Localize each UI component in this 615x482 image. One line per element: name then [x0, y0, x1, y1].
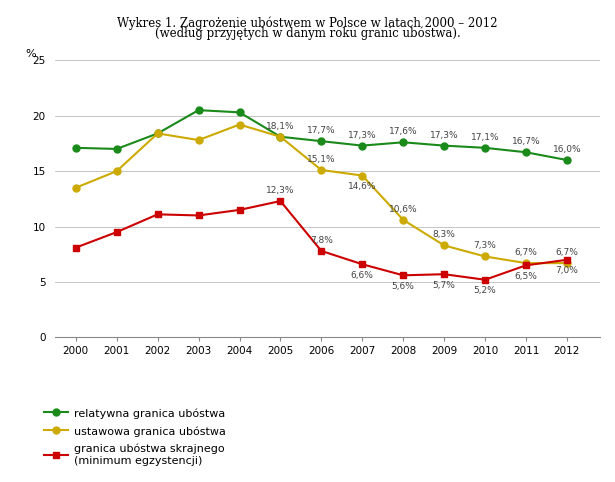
Text: 15,1%: 15,1%: [307, 155, 336, 164]
Text: 17,1%: 17,1%: [470, 133, 499, 142]
Text: 17,3%: 17,3%: [430, 131, 458, 139]
Legend: relatywna granica ubóstwa, ustawowa granica ubóstwa, granica ubóstwa skrajnego
(: relatywna granica ubóstwa, ustawowa gran…: [39, 403, 230, 470]
Text: 17,6%: 17,6%: [389, 127, 418, 136]
Text: 17,7%: 17,7%: [307, 126, 336, 135]
Text: 12,3%: 12,3%: [266, 186, 295, 195]
Text: 16,0%: 16,0%: [552, 145, 581, 154]
Text: Wykres 1. Zagrożenie ubóstwem w Polsce w latach 2000 – 2012: Wykres 1. Zagrożenie ubóstwem w Polsce w…: [117, 17, 498, 30]
Text: 18,1%: 18,1%: [266, 121, 295, 131]
Text: 14,6%: 14,6%: [348, 182, 376, 191]
Text: 7,0%: 7,0%: [555, 267, 578, 275]
Text: 6,7%: 6,7%: [515, 248, 538, 257]
Text: 17,3%: 17,3%: [348, 131, 376, 139]
Text: 7,3%: 7,3%: [474, 241, 496, 250]
Text: 5,6%: 5,6%: [392, 282, 415, 291]
Text: %: %: [25, 49, 36, 59]
Text: 5,2%: 5,2%: [474, 286, 496, 295]
Text: 6,5%: 6,5%: [515, 272, 538, 281]
Text: 6,6%: 6,6%: [351, 271, 374, 280]
Text: 5,7%: 5,7%: [433, 281, 456, 290]
Text: (według przyjętych w danym roku granic ubóstwa).: (według przyjętych w danym roku granic u…: [154, 27, 461, 40]
Text: 8,3%: 8,3%: [433, 230, 456, 239]
Text: 7,8%: 7,8%: [310, 236, 333, 245]
Text: 6,7%: 6,7%: [555, 248, 578, 257]
Text: 10,6%: 10,6%: [389, 205, 418, 214]
Text: 16,7%: 16,7%: [512, 137, 540, 146]
